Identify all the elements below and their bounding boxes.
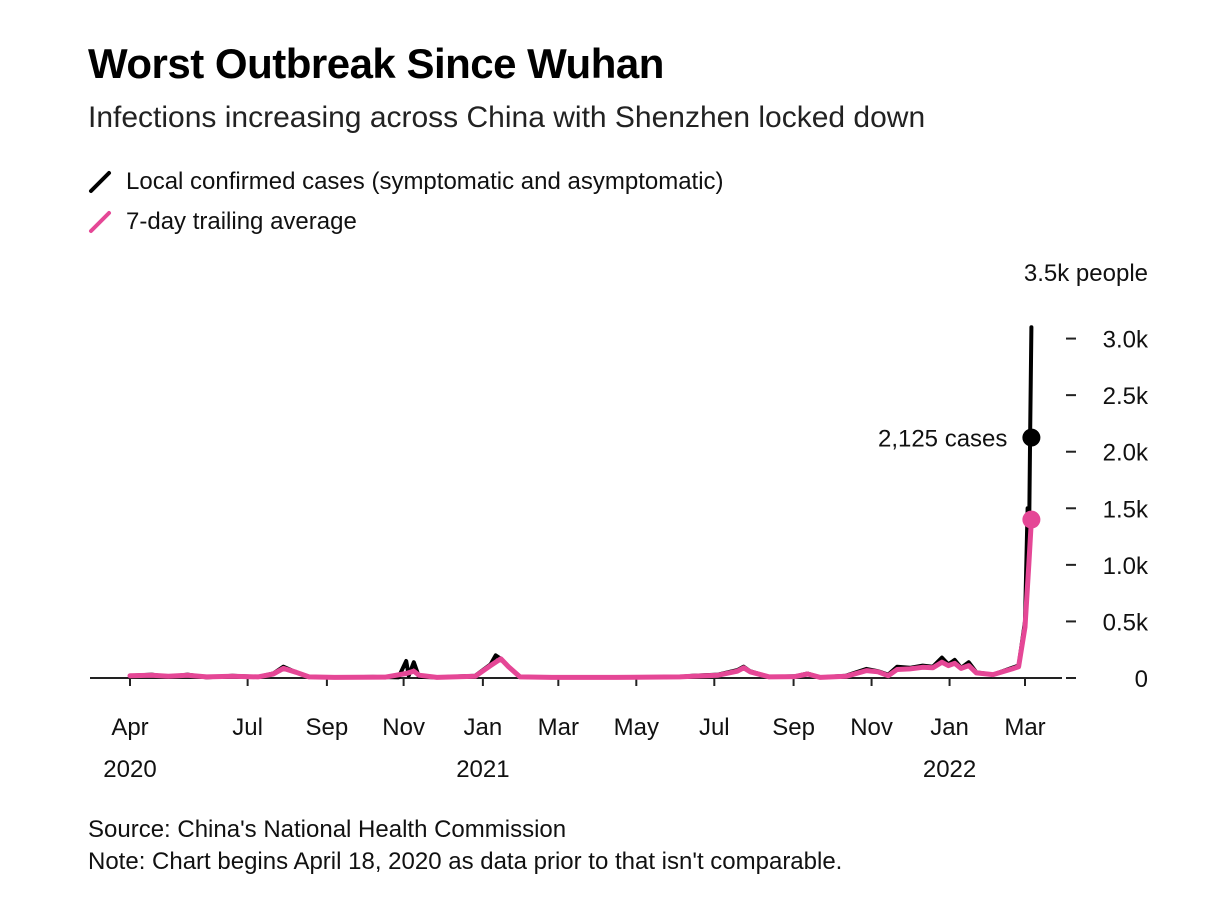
x-tick-label: Jan bbox=[930, 714, 969, 741]
y-tick-label: 0 bbox=[1135, 666, 1148, 693]
x-tick-label: Mar bbox=[1004, 714, 1045, 741]
legend: Local confirmed cases (symptomatic and a… bbox=[88, 162, 724, 242]
x-tick-label: Sep bbox=[772, 714, 815, 741]
y-tick-label: 0.5k bbox=[1103, 609, 1149, 636]
x-tick-label: Jan bbox=[464, 714, 503, 741]
marker-daily-cases bbox=[1022, 428, 1041, 447]
x-tick-label: Nov bbox=[382, 714, 425, 741]
x-tick-label: Mar bbox=[538, 714, 579, 741]
chart-title: Worst Outbreak Since Wuhan bbox=[88, 40, 664, 87]
line-chart: 3.5k people 0 0.5k 1.0k 1.5k 2.0k 2.5k 3.0k Ap… bbox=[90, 260, 1149, 783]
legend-swatch-black-icon bbox=[89, 171, 111, 193]
y-tick-label: 1.5k bbox=[1103, 496, 1149, 523]
chart-subtitle: Infections increasing across China with … bbox=[88, 101, 926, 134]
x-axis: Apr 2020 Jul Sep Nov Jan 2021 Mar May Jul Sep Nov Ja… bbox=[90, 677, 1062, 783]
y-tick-label: 1.0k bbox=[1103, 553, 1149, 580]
series-line-7-day-average bbox=[127, 517, 1034, 680]
x-year-label: 2021 bbox=[456, 756, 509, 783]
y-tick-label: 2.5k bbox=[1103, 383, 1149, 410]
marker-7-day-average bbox=[1022, 510, 1041, 529]
series-line-daily-cases bbox=[128, 325, 1034, 680]
x-tick-label: Nov bbox=[850, 714, 893, 741]
legend-item-daily-cases: Local confirmed cases (symptomatic and a… bbox=[88, 162, 724, 202]
legend-label-7-day-average: 7-day trailing average bbox=[126, 208, 357, 235]
legend-item-7-day-average: 7-day trailing average bbox=[88, 202, 724, 242]
x-year-label: 2020 bbox=[103, 756, 156, 783]
footer: Source: China's National Health Commissi… bbox=[88, 814, 842, 878]
y-tick-label: 3.0k bbox=[1103, 327, 1149, 354]
y-axis: 0 0.5k 1.0k 1.5k 2.0k 2.5k 3.0k bbox=[1066, 327, 1149, 693]
y-tick-label: 2.0k bbox=[1103, 440, 1149, 467]
x-year-label: 2022 bbox=[923, 756, 976, 783]
series-group bbox=[127, 325, 1034, 680]
x-tick-label: May bbox=[614, 714, 659, 741]
legend-swatch-pink-icon bbox=[89, 211, 111, 233]
x-tick-label: Jul bbox=[232, 714, 263, 741]
data-note: Note: Chart begins April 18, 2020 as dat… bbox=[88, 848, 843, 875]
x-tick-label: Apr bbox=[111, 714, 148, 741]
x-tick-label: Sep bbox=[306, 714, 349, 741]
x-tick-label: Jul bbox=[699, 714, 730, 741]
markers-group bbox=[1022, 428, 1041, 529]
annotation-2125-cases: 2,125 cases bbox=[878, 426, 1007, 453]
y-axis-unit-label: 3.5k people bbox=[1024, 260, 1148, 287]
source-note: Source: China's National Health Commissi… bbox=[88, 816, 567, 843]
legend-label-daily-cases: Local confirmed cases (symptomatic and a… bbox=[126, 168, 724, 195]
